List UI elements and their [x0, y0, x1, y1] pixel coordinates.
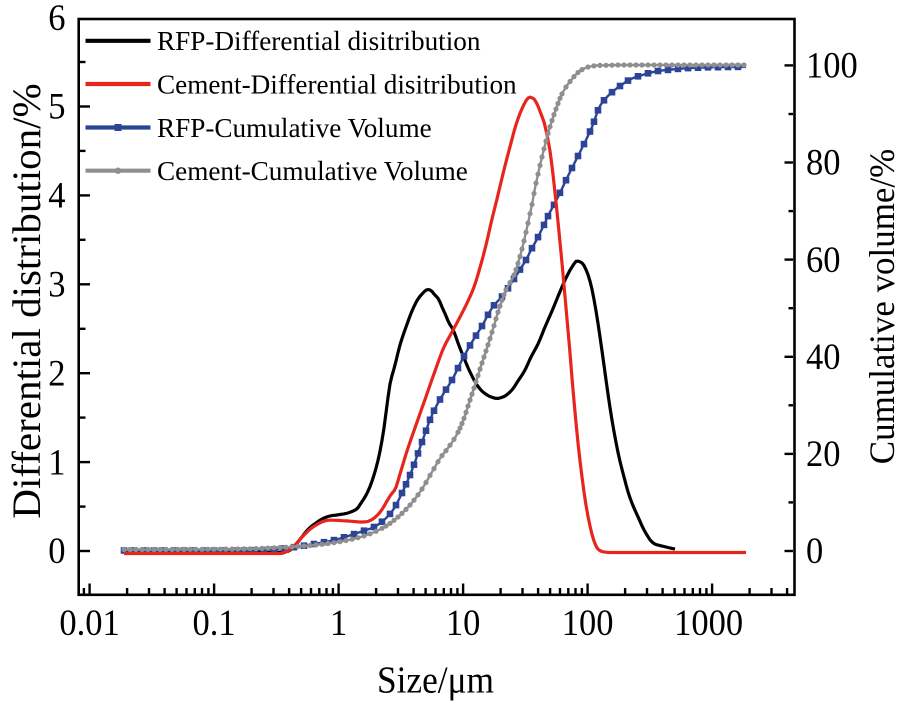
svg-text:5: 5	[48, 86, 65, 127]
svg-text:Cement-Differential disitribut: Cement-Differential disitribution	[157, 70, 517, 100]
svg-text:60: 60	[806, 239, 840, 280]
svg-text:3: 3	[48, 263, 65, 304]
svg-text:Cement-Cumulative Volume: Cement-Cumulative Volume	[157, 156, 468, 186]
svg-text:2: 2	[48, 352, 65, 393]
svg-text:1: 1	[330, 602, 347, 643]
svg-text:4: 4	[48, 175, 65, 216]
svg-text:0.01: 0.01	[59, 602, 119, 643]
svg-text:0: 0	[48, 530, 65, 571]
svg-text:80: 80	[806, 142, 840, 183]
svg-text:0.1: 0.1	[193, 602, 236, 643]
svg-text:Differential distribution/%: Differential distribution/%	[4, 83, 48, 518]
svg-text:Size/μm: Size/μm	[377, 658, 494, 700]
svg-text:100: 100	[562, 602, 614, 643]
svg-text:RFP-Differential disitribution: RFP-Differential disitribution	[157, 26, 481, 56]
svg-text:RFP-Cumulative Volume: RFP-Cumulative Volume	[157, 113, 432, 143]
svg-text:40: 40	[806, 336, 840, 377]
svg-text:20: 20	[806, 433, 840, 474]
svg-text:Cumulative volume/%: Cumulative volume/%	[862, 149, 900, 464]
svg-text:1000: 1000	[674, 602, 743, 643]
svg-text:0: 0	[806, 530, 823, 571]
svg-text:1: 1	[48, 441, 65, 482]
svg-text:6: 6	[48, 0, 65, 38]
svg-text:10: 10	[446, 602, 480, 643]
svg-text:100: 100	[806, 45, 858, 86]
